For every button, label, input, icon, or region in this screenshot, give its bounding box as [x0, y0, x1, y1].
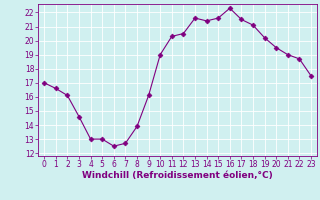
X-axis label: Windchill (Refroidissement éolien,°C): Windchill (Refroidissement éolien,°C): [82, 171, 273, 180]
